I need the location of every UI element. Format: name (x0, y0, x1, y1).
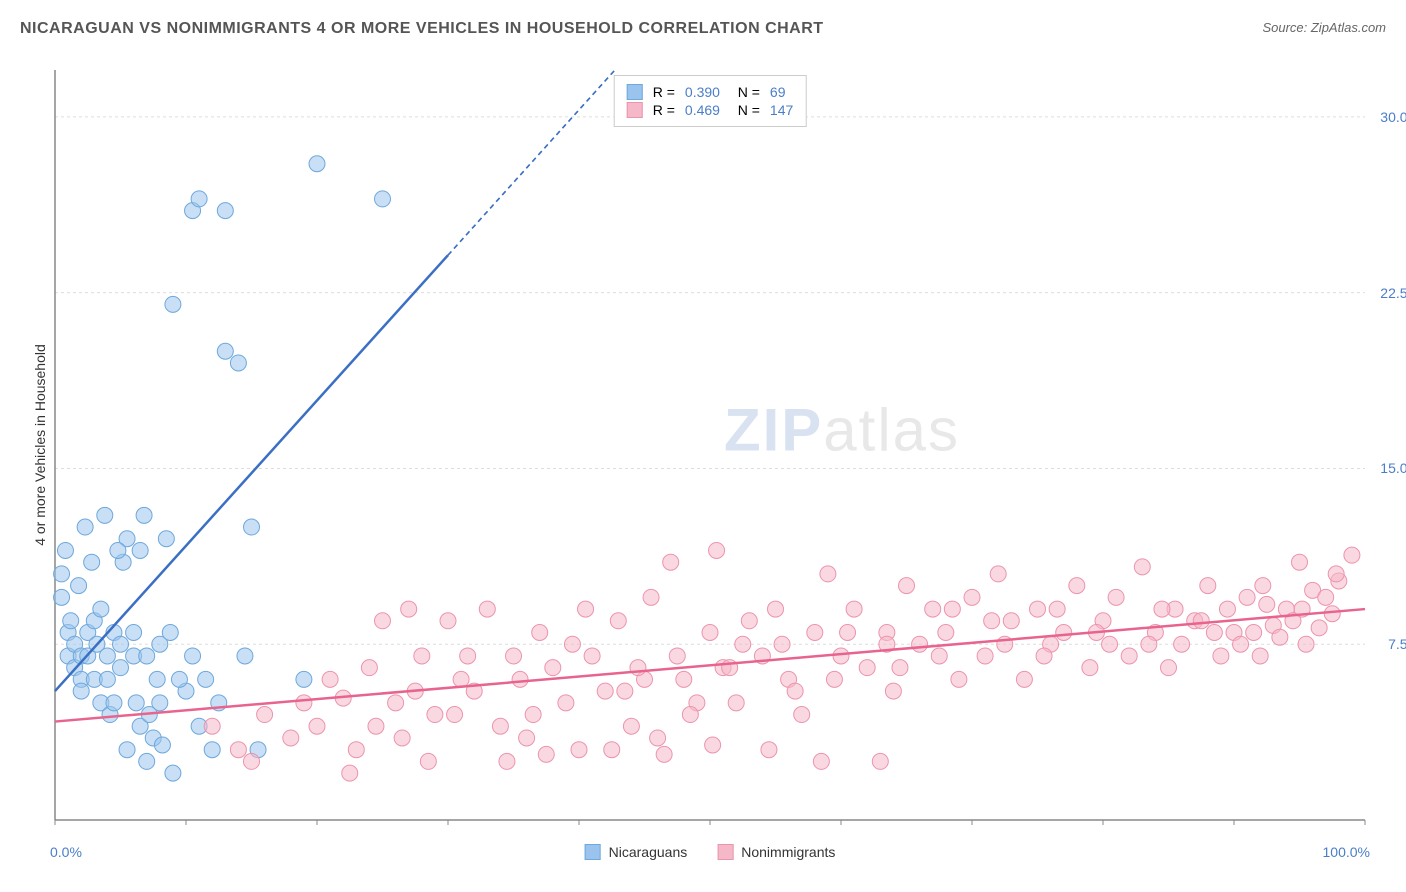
stats-row: R = 0.469 N = 147 (627, 102, 794, 118)
n-value: 69 (770, 84, 786, 100)
source-attribution: Source: ZipAtlas.com (1262, 20, 1386, 35)
series-legend: Nicaraguans Nonimmigrants (585, 844, 836, 860)
scatter-plot (50, 60, 1370, 830)
y-tick-label: 22.5% (1380, 285, 1406, 301)
y-tick-label: 15.0% (1380, 460, 1406, 476)
y-axis-label: 4 or more Vehicles in Household (32, 344, 48, 546)
legend-item: Nicaraguans (585, 844, 688, 860)
stats-row: R = 0.390 N = 69 (627, 84, 794, 100)
legend-swatch (717, 844, 733, 860)
r-value: 0.390 (685, 84, 720, 100)
series-swatch (627, 102, 643, 118)
stat-label: R = (653, 84, 675, 100)
series-swatch (627, 84, 643, 100)
stat-label: N = (730, 102, 760, 118)
chart-title: NICARAGUAN VS NONIMMIGRANTS 4 OR MORE VE… (20, 20, 824, 38)
legend-label: Nicaraguans (609, 844, 688, 860)
correlation-stats-box: R = 0.390 N = 69R = 0.469 N = 147 (614, 75, 807, 127)
r-value: 0.469 (685, 102, 720, 118)
legend-item: Nonimmigrants (717, 844, 835, 860)
y-tick-label: 7.5% (1388, 636, 1406, 652)
x-axis-min-label: 0.0% (50, 844, 82, 860)
n-value: 147 (770, 102, 793, 118)
stat-label: N = (730, 84, 760, 100)
stat-label: R = (653, 102, 675, 118)
x-axis-max-label: 100.0% (1323, 844, 1370, 860)
chart-area: 4 or more Vehicles in Household ZIPatlas… (50, 60, 1370, 830)
legend-swatch (585, 844, 601, 860)
legend-label: Nonimmigrants (741, 844, 835, 860)
y-tick-label: 30.0% (1380, 109, 1406, 125)
